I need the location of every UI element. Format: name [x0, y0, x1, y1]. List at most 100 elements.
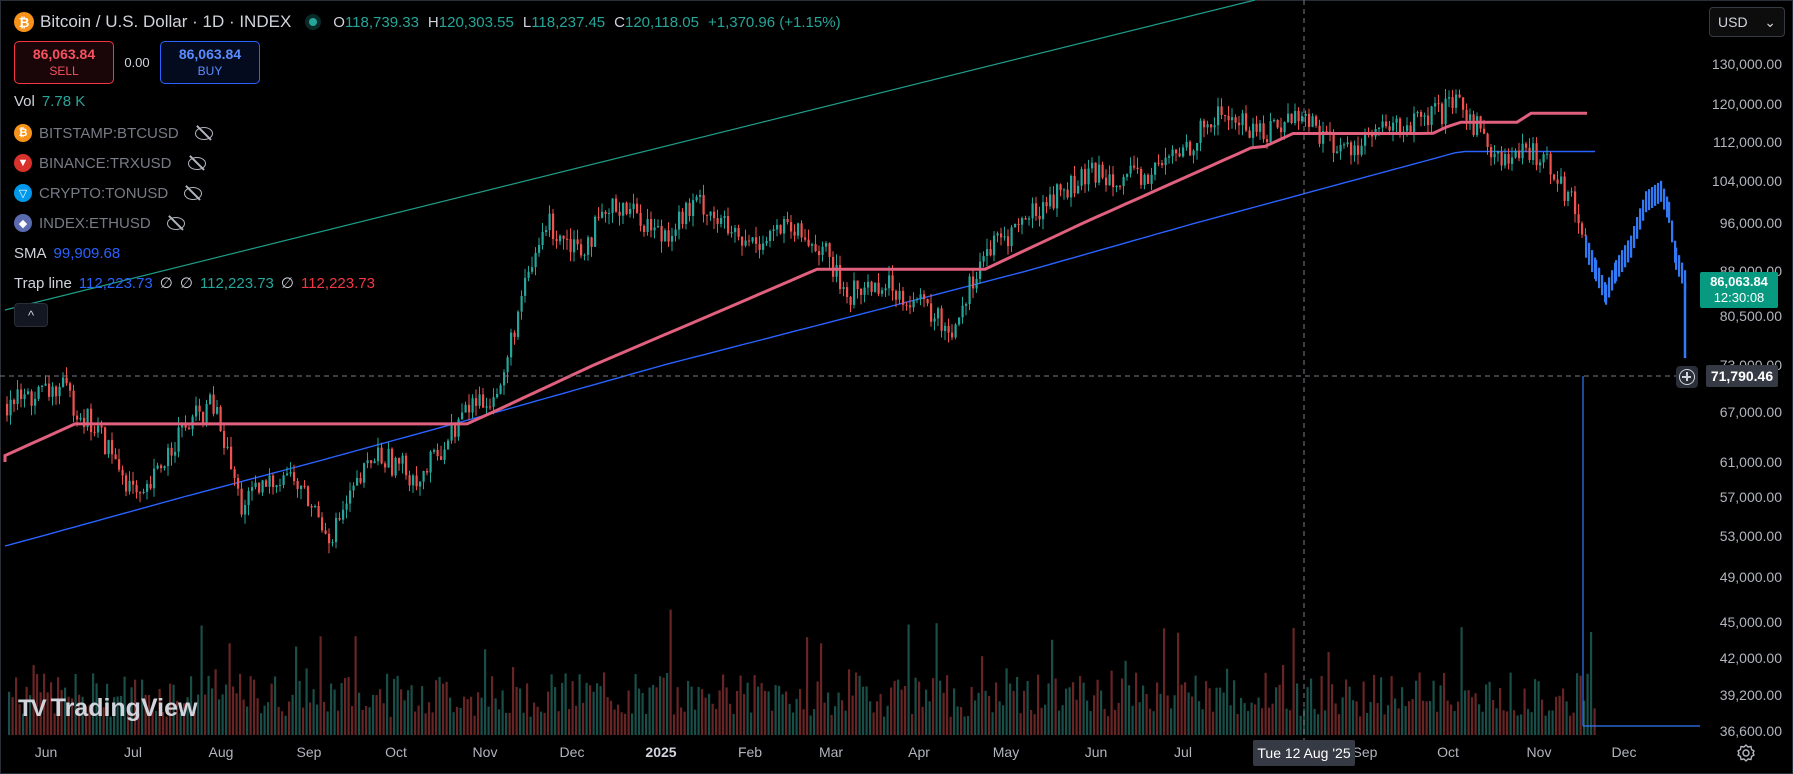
- market-status-icon[interactable]: [305, 14, 322, 30]
- compare-symbol-row[interactable]: ₿ BITSTAMP:BTCUSD: [14, 124, 214, 142]
- volume-bar: [823, 702, 826, 735]
- volume-bar: [361, 709, 364, 735]
- volume-bar: [935, 623, 938, 735]
- compare-symbol-row[interactable]: ◆ INDEX:ETHUSD: [14, 214, 186, 232]
- candle-body: [909, 305, 912, 308]
- candle-body: [632, 203, 635, 210]
- time-tick: Oct: [1437, 744, 1459, 760]
- candle-body: [1553, 174, 1556, 180]
- volume-bar: [1513, 710, 1516, 735]
- sell-price: 86,063.84: [32, 45, 96, 62]
- candle-body: [576, 239, 579, 245]
- symbol-header[interactable]: ₿ Bitcoin / U.S. Dollar · 1D · INDEX O11…: [14, 10, 841, 34]
- candle-body: [860, 289, 863, 295]
- volume-bar: [508, 712, 511, 735]
- sma-legend[interactable]: SMA 99,909.68: [14, 245, 120, 262]
- candle-body: [489, 406, 492, 408]
- buy-button[interactable]: 86,063.84 BUY: [160, 41, 260, 84]
- candle-body: [1280, 127, 1283, 133]
- volume-bar: [1033, 714, 1036, 735]
- candle-body: [1371, 134, 1374, 137]
- compare-symbol-row[interactable]: ▼ BINANCE:TRXUSD: [14, 154, 207, 172]
- volume-bar: [57, 677, 60, 735]
- tradingview-watermark[interactable]: TV TradingView: [18, 694, 197, 723]
- candle-body: [524, 277, 527, 296]
- volume-bar: [1103, 708, 1106, 735]
- candle-body: [1283, 122, 1286, 133]
- candle-body: [188, 427, 191, 430]
- eye-off-icon[interactable]: [166, 216, 186, 230]
- compare-symbol-row[interactable]: ▽ CRYPTO:TONUSD: [14, 184, 203, 202]
- price-tick: 112,000.00: [1712, 134, 1782, 150]
- candle-body: [608, 213, 611, 214]
- symbol-title[interactable]: Bitcoin / U.S. Dollar · 1D · INDEX: [40, 12, 292, 31]
- candle-body: [1304, 113, 1307, 117]
- candle-body: [517, 311, 520, 337]
- volume-bar: [1212, 711, 1215, 735]
- candle-body: [580, 244, 583, 256]
- price-tick: 104,000.00: [1711, 173, 1782, 189]
- volume-bar: [1205, 681, 1208, 735]
- price-tick: 53,000.00: [1719, 528, 1782, 544]
- volume-legend[interactable]: Vol 7.78 K: [14, 93, 85, 110]
- candle-body: [118, 459, 121, 470]
- crosshair-date-label: Tue 12 Aug '25: [1253, 740, 1355, 766]
- candle-body: [1437, 103, 1440, 105]
- volume-bar: [645, 714, 648, 735]
- candle-body: [149, 483, 152, 489]
- volume-bar: [253, 679, 256, 735]
- candle-body: [601, 211, 604, 218]
- tradingview-brand: TradingView: [50, 694, 198, 722]
- volume-bar: [638, 688, 641, 735]
- volume-bar: [855, 672, 858, 735]
- collapse-legend-button[interactable]: ^: [14, 303, 48, 327]
- volume-bar: [778, 685, 781, 735]
- candle-body: [583, 254, 586, 256]
- candle-body: [993, 235, 996, 256]
- candle-body: [440, 456, 443, 460]
- volume-bar: [43, 673, 46, 735]
- gear-icon[interactable]: [1736, 743, 1756, 763]
- candle-body: [1196, 143, 1199, 151]
- volume-bar: [1170, 708, 1173, 735]
- volume-bar: [1152, 711, 1155, 735]
- candle-body: [611, 198, 614, 213]
- candle-body: [1154, 162, 1157, 175]
- candle-body: [331, 542, 334, 544]
- currency-select[interactable]: USD ⌄: [1709, 7, 1785, 37]
- volume-bar: [435, 680, 438, 735]
- volume-bar: [330, 683, 333, 735]
- volume-bar: [820, 643, 823, 735]
- candle-body: [884, 288, 887, 291]
- volume-bar: [1177, 632, 1180, 735]
- candle-body: [244, 505, 247, 515]
- candle-body: [699, 195, 702, 197]
- eye-off-icon[interactable]: [183, 186, 203, 200]
- volume-bar: [491, 676, 494, 735]
- add-alert-button[interactable]: [1676, 366, 1698, 388]
- volume-bar: [333, 689, 336, 735]
- volume-bar: [239, 673, 242, 735]
- volume-bar: [977, 692, 980, 735]
- trap-line: [3, 111, 1587, 462]
- volume-bar: [32, 665, 35, 735]
- trap-line-legend[interactable]: Trap line 112,223.73 ∅ ∅ 112,223.73 ∅ 11…: [14, 274, 375, 293]
- candle-body: [370, 460, 373, 464]
- volume-bar: [1082, 682, 1085, 735]
- eye-off-icon[interactable]: [187, 156, 207, 170]
- volume-bar: [907, 624, 910, 735]
- volume-bar: [1100, 690, 1103, 735]
- eye-off-icon[interactable]: [194, 126, 214, 140]
- sell-button[interactable]: 86,063.84 SELL: [14, 41, 114, 84]
- candle-body: [125, 475, 128, 492]
- candle-body: [1406, 125, 1409, 132]
- volume-bar: [368, 707, 371, 735]
- volume-bar: [673, 714, 676, 735]
- candle-body: [863, 287, 866, 295]
- volume-bar: [862, 686, 865, 735]
- recent-bar: [1663, 188, 1666, 210]
- volume-bar: [792, 712, 795, 735]
- candle-body: [916, 299, 919, 301]
- toncoin-icon: ▽: [14, 184, 32, 202]
